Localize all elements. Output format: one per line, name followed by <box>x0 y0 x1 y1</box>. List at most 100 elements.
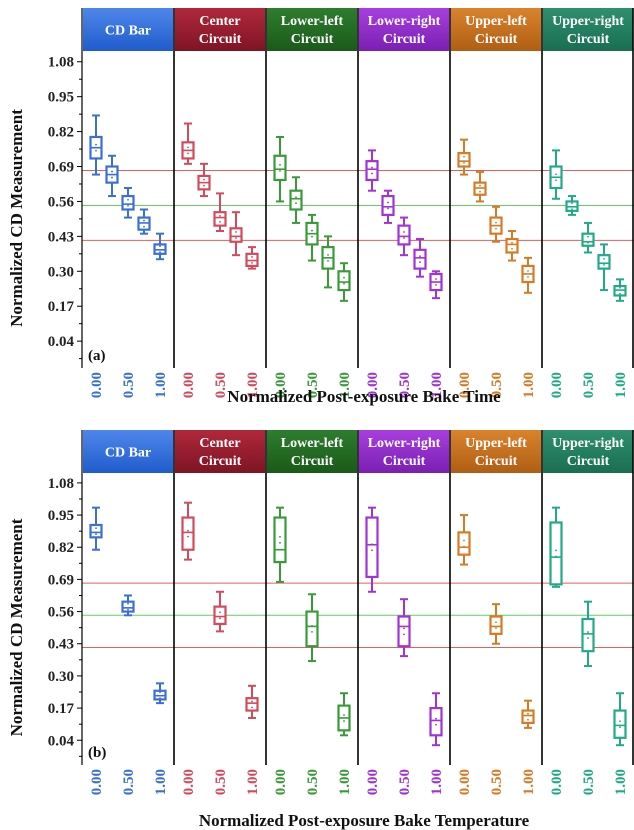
group-header-label: Lower-right Circuit <box>368 436 441 469</box>
box-dot <box>435 723 437 726</box>
group-header-label: CD Bar <box>105 24 151 39</box>
box-dot <box>603 257 605 260</box>
box-1 <box>305 593 319 663</box>
x-tick-label: 1.00 <box>245 372 261 398</box>
box-dot <box>435 717 437 720</box>
x-tick-label: 1.00 <box>337 372 353 398</box>
x-tick-label: 1.00 <box>429 372 445 398</box>
box-dot <box>419 255 421 258</box>
box-dot <box>187 529 189 532</box>
box-1 <box>473 170 487 203</box>
y-tick-label: 0.69 <box>48 572 74 588</box>
box-3 <box>505 229 519 262</box>
box-1 <box>381 189 395 224</box>
box-dot <box>343 720 345 722</box>
x-tick-label: 0.00 <box>181 372 197 398</box>
box-dot <box>343 276 345 279</box>
box-iqr <box>337 270 351 292</box>
box-iqr <box>489 615 503 635</box>
box-dot <box>343 282 345 285</box>
box-dot <box>371 172 373 175</box>
box-dot <box>511 241 513 244</box>
panel-label: (a) <box>88 348 106 364</box>
box-dot <box>251 700 253 703</box>
chart-panel-b: 1.08 0.95 0.82 0.69 0.56 0.43 0.30 0.17 0.04 Norm… <box>7 430 634 830</box>
box-dot <box>159 697 161 699</box>
y-tick-label: 0.69 <box>48 160 74 176</box>
box-dot <box>219 215 221 217</box>
box-dot <box>187 535 189 538</box>
chart-panel-a: 1.08 0.95 0.82 0.69 0.56 0.43 0.30 0.17 0.04 Norm… <box>7 8 634 406</box>
group-header-label: Upper-right Circuit <box>552 14 624 47</box>
x-tick-label: 0.50 <box>397 372 413 398</box>
x-tick-label: 0.50 <box>121 372 137 398</box>
box-1 <box>397 598 411 658</box>
box-4 <box>153 232 167 261</box>
box-dot <box>251 706 253 709</box>
group-header-label: Upper-right Circuit <box>552 436 624 469</box>
box-0 <box>273 135 287 203</box>
group-cd-bar: CD Bar 0.00 0.50 1.00 <box>83 8 173 398</box>
box-iqr <box>581 617 595 653</box>
box-dot <box>387 201 389 204</box>
group-header-label: Lower-left Circuit <box>281 14 344 47</box>
x-tick-label: 0.50 <box>305 769 321 795</box>
box-iqr <box>305 610 319 648</box>
box-dot <box>371 549 373 552</box>
box-iqr <box>381 194 395 216</box>
box-dot <box>371 166 373 169</box>
box-1 <box>121 594 135 617</box>
group-cd-bar: CD Bar 0.00 0.50 1.00 <box>83 430 173 795</box>
box-dot <box>587 241 589 244</box>
x-tick-label: 1.00 <box>521 769 537 795</box>
box-0 <box>457 514 471 566</box>
x-tick-label: 1.00 <box>521 372 537 398</box>
box-iqr <box>505 237 519 254</box>
y-tick-label: 0.82 <box>48 125 74 141</box>
box-1 <box>581 600 595 668</box>
x-axis-title: Normalized Post-exposure Bake Temperatur… <box>199 811 530 830</box>
box-iqr <box>521 709 535 725</box>
x-tick-label: 1.00 <box>245 769 261 795</box>
box-3 <box>137 208 151 235</box>
box-dot <box>479 184 481 187</box>
box-dot <box>571 208 573 211</box>
box-dot <box>571 202 573 205</box>
box-dot <box>159 251 161 254</box>
box-dot <box>587 637 589 639</box>
box-dot <box>127 204 129 207</box>
box-2 <box>153 682 167 705</box>
box-iqr <box>549 521 563 586</box>
box-dot <box>403 633 405 636</box>
box-0 <box>549 506 563 588</box>
box-0 <box>365 149 379 192</box>
box-dot <box>387 207 389 210</box>
x-tick-label: 0.00 <box>549 769 565 795</box>
box-dot <box>127 608 129 611</box>
box-4 <box>613 278 627 302</box>
box-2 <box>213 192 227 232</box>
box-iqr <box>229 227 243 243</box>
box-iqr <box>457 531 471 556</box>
y-tick-label: 0.95 <box>48 90 74 106</box>
box-dot <box>371 543 373 546</box>
box-1 <box>197 162 211 198</box>
y-axis-title: Normalized CD Measurement <box>7 109 26 327</box>
box-dot <box>279 163 281 166</box>
box-dot <box>187 152 189 155</box>
box-1 <box>489 603 503 645</box>
box-iqr <box>121 600 135 613</box>
box-dot <box>159 691 161 693</box>
box-dot <box>403 237 405 239</box>
x-tick-label: 0.50 <box>213 769 229 795</box>
box-iqr <box>121 194 135 211</box>
x-axis-title: Normalized Post-exposure Bake Time <box>227 387 501 406</box>
box-iqr <box>581 232 595 247</box>
x-tick-label: 0.00 <box>457 769 473 795</box>
box-dot <box>295 202 297 204</box>
box-dot <box>203 178 205 181</box>
group-center-circuit: Center Circuit 0.00 0.50 1.00 <box>173 8 265 398</box>
box-dot <box>495 627 497 630</box>
box-dot <box>419 261 421 264</box>
